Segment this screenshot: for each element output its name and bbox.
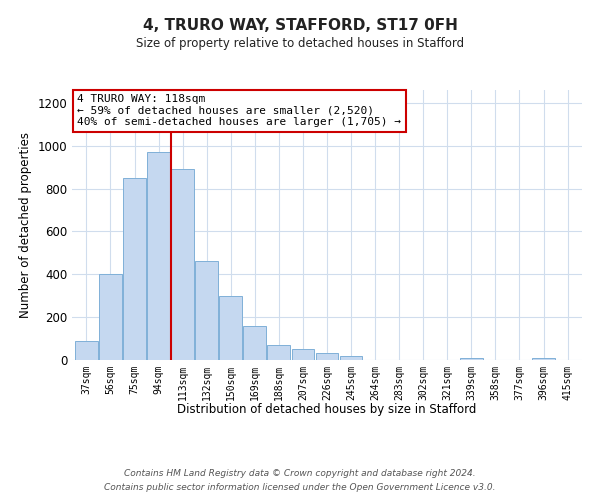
Bar	[123, 178, 146, 360]
Bar	[268, 345, 290, 360]
Bar	[316, 352, 338, 360]
X-axis label: Distribution of detached houses by size in Stafford: Distribution of detached houses by size …	[178, 403, 476, 416]
Text: 4 TRURO WAY: 118sqm
← 59% of detached houses are smaller (2,520)
40% of semi-det: 4 TRURO WAY: 118sqm ← 59% of detached ho…	[77, 94, 401, 127]
Bar	[75, 340, 98, 360]
Bar	[244, 326, 266, 360]
Bar	[340, 356, 362, 360]
Bar	[292, 350, 314, 360]
Text: Contains HM Land Registry data © Crown copyright and database right 2024.: Contains HM Land Registry data © Crown c…	[124, 468, 476, 477]
Bar	[195, 262, 218, 360]
Bar	[99, 274, 122, 360]
Text: Contains public sector information licensed under the Open Government Licence v3: Contains public sector information licen…	[104, 484, 496, 492]
Bar	[532, 358, 555, 360]
Bar	[460, 358, 483, 360]
Text: Size of property relative to detached houses in Stafford: Size of property relative to detached ho…	[136, 38, 464, 51]
Y-axis label: Number of detached properties: Number of detached properties	[19, 132, 32, 318]
Bar	[171, 170, 194, 360]
Bar	[147, 152, 170, 360]
Text: 4, TRURO WAY, STAFFORD, ST17 0FH: 4, TRURO WAY, STAFFORD, ST17 0FH	[143, 18, 457, 32]
Bar	[220, 296, 242, 360]
